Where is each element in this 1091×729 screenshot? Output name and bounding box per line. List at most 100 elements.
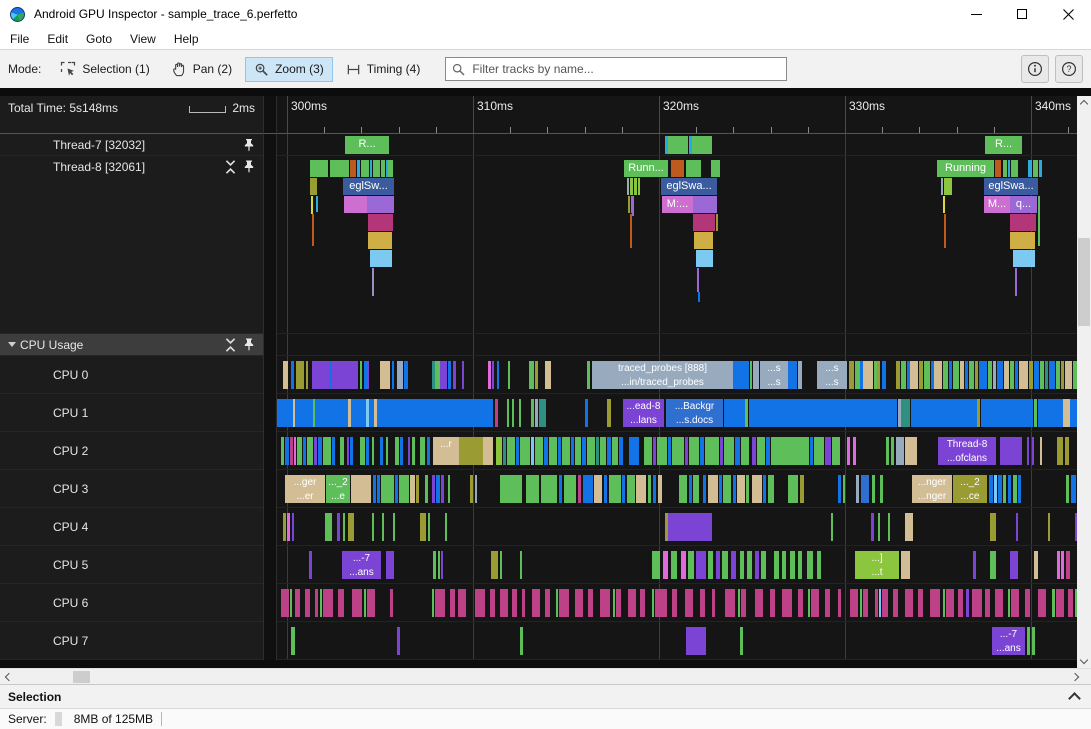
cpu-slice[interactable]: [872, 475, 875, 503]
cpu-slice[interactable]: [503, 437, 506, 465]
cpu-slice[interactable]: [323, 437, 331, 465]
cpu-slice[interactable]: [583, 475, 593, 503]
trace-span[interactable]: [671, 160, 684, 177]
cpu-slice[interactable]: [488, 361, 491, 389]
cpu-slice[interactable]: [860, 361, 863, 389]
cpu-slice[interactable]: [782, 551, 786, 579]
trace-span[interactable]: M:...: [662, 196, 693, 213]
cpu-slice[interactable]: [811, 589, 819, 617]
trace-span[interactable]: eglSwa...: [661, 178, 717, 195]
cpu-slice[interactable]: [668, 513, 712, 541]
cpu-slice[interactable]: [520, 551, 522, 579]
cpu-slice[interactable]: [740, 551, 744, 579]
cpu-slice[interactable]: [441, 475, 444, 503]
cpu-slice[interactable]: [306, 361, 308, 389]
track-header-thread-7[interactable]: Thread-7 [32032]: [0, 134, 263, 156]
cpu-slice[interactable]: [1057, 437, 1063, 465]
cpu-slice[interactable]: [448, 361, 451, 389]
cpu-slice[interactable]: [622, 475, 625, 503]
cpu-slice[interactable]: [531, 437, 534, 465]
cpu-slice[interactable]: [372, 437, 374, 465]
trace-span[interactable]: [367, 196, 394, 213]
cpu-slice[interactable]: [450, 589, 455, 617]
track-header-cpu-4[interactable]: CPU 4: [0, 508, 263, 546]
pan-mode-button[interactable]: Pan (2): [163, 57, 241, 82]
cpu-slice[interactable]: [529, 361, 534, 389]
cpu-slice[interactable]: [470, 475, 473, 503]
cpu-slice[interactable]: [382, 513, 384, 541]
trace-span[interactable]: [1028, 160, 1032, 177]
cpu-slice[interactable]: [292, 513, 294, 541]
cpu-slice[interactable]: [294, 437, 296, 465]
cpu-slice[interactable]: [364, 589, 366, 617]
cpu-slice[interactable]: [737, 475, 745, 503]
cpu-slice[interactable]: [696, 551, 706, 579]
cpu-slice[interactable]: [919, 361, 923, 389]
cpu-slice[interactable]: [541, 475, 557, 503]
cpu-slice[interactable]: [725, 589, 735, 617]
cpu-slice[interactable]: [377, 399, 493, 427]
cpu-slice[interactable]: [752, 437, 756, 465]
cpu-slice[interactable]: [995, 589, 1003, 617]
cpu-slice[interactable]: [372, 513, 374, 541]
cpu-slice[interactable]: [329, 361, 332, 389]
cpu-slice[interactable]: [507, 399, 509, 427]
cpu-slice[interactable]: [949, 361, 952, 389]
cpu-slice[interactable]: [1068, 589, 1073, 617]
cpu-slice[interactable]: [653, 475, 656, 503]
cpu-slice[interactable]: [668, 437, 671, 465]
trace-span[interactable]: [693, 214, 715, 231]
cpu-slice[interactable]: [905, 437, 917, 465]
cpu-slice[interactable]: [520, 627, 523, 655]
cpu-slice[interactable]: [373, 475, 376, 503]
trace-span[interactable]: [388, 160, 393, 177]
cpu-slice[interactable]: [453, 361, 456, 389]
menu-file[interactable]: File: [10, 31, 30, 46]
cpu-slice[interactable]: [1013, 475, 1017, 503]
cpu-slice[interactable]: [366, 437, 369, 465]
cpu-slice[interactable]: [798, 589, 803, 617]
cpu-slice[interactable]: [1073, 361, 1077, 389]
cpu-slice[interactable]: [397, 361, 403, 389]
cpu-slice[interactable]: [761, 551, 766, 579]
cpu-slice[interactable]: [458, 589, 466, 617]
cpu-slice[interactable]: ...Backgr ...s.docs: [666, 399, 723, 427]
trace-span[interactable]: eglSw...: [343, 178, 394, 195]
cpu-slice[interactable]: [1075, 589, 1077, 617]
cpu-slice[interactable]: [843, 475, 845, 503]
cpu-slice[interactable]: [896, 361, 900, 389]
cpu-slice[interactable]: [853, 437, 856, 465]
cpu-slice[interactable]: [832, 437, 840, 465]
cpu-slice[interactable]: [291, 361, 294, 389]
cpu-slice[interactable]: [763, 475, 766, 503]
cpu-slice[interactable]: [612, 437, 618, 465]
cpu-slice[interactable]: [946, 589, 954, 617]
cpu-slice[interactable]: [312, 361, 329, 389]
cpu-slice[interactable]: [1056, 589, 1064, 617]
cpu-slice[interactable]: [817, 551, 821, 579]
cpu-slice[interactable]: [495, 399, 498, 427]
cpu-slice[interactable]: [735, 437, 740, 465]
cpu-slice[interactable]: [436, 475, 440, 503]
cpu-slice[interactable]: [526, 475, 539, 503]
trace-span[interactable]: Running: [937, 160, 994, 177]
trace-span[interactable]: [694, 232, 713, 249]
cpu-slice[interactable]: [882, 361, 886, 389]
cpu-slice[interactable]: [979, 361, 987, 389]
horizontal-scroll-thumb[interactable]: [73, 671, 90, 683]
trace-span[interactable]: [638, 178, 640, 195]
cpu-slice[interactable]: [386, 437, 388, 465]
cpu-slice[interactable]: [338, 589, 344, 617]
cpu-slice[interactable]: [985, 589, 990, 617]
trace-span[interactable]: [696, 250, 713, 267]
cpu-slice[interactable]: [723, 475, 731, 503]
cpu-slice[interactable]: [1061, 551, 1064, 579]
cpu-slice[interactable]: [901, 361, 906, 389]
track-header-cpu-usage[interactable]: CPU Usage: [0, 334, 263, 356]
cpu-slice[interactable]: ...nger ...nger: [912, 475, 952, 503]
track-canvas-cpu-6[interactable]: [277, 584, 1077, 622]
cpu-slice[interactable]: [596, 437, 599, 465]
cpu-slice[interactable]: [644, 437, 652, 465]
cpu-slice[interactable]: [724, 399, 745, 427]
cpu-slice[interactable]: [1057, 551, 1060, 579]
